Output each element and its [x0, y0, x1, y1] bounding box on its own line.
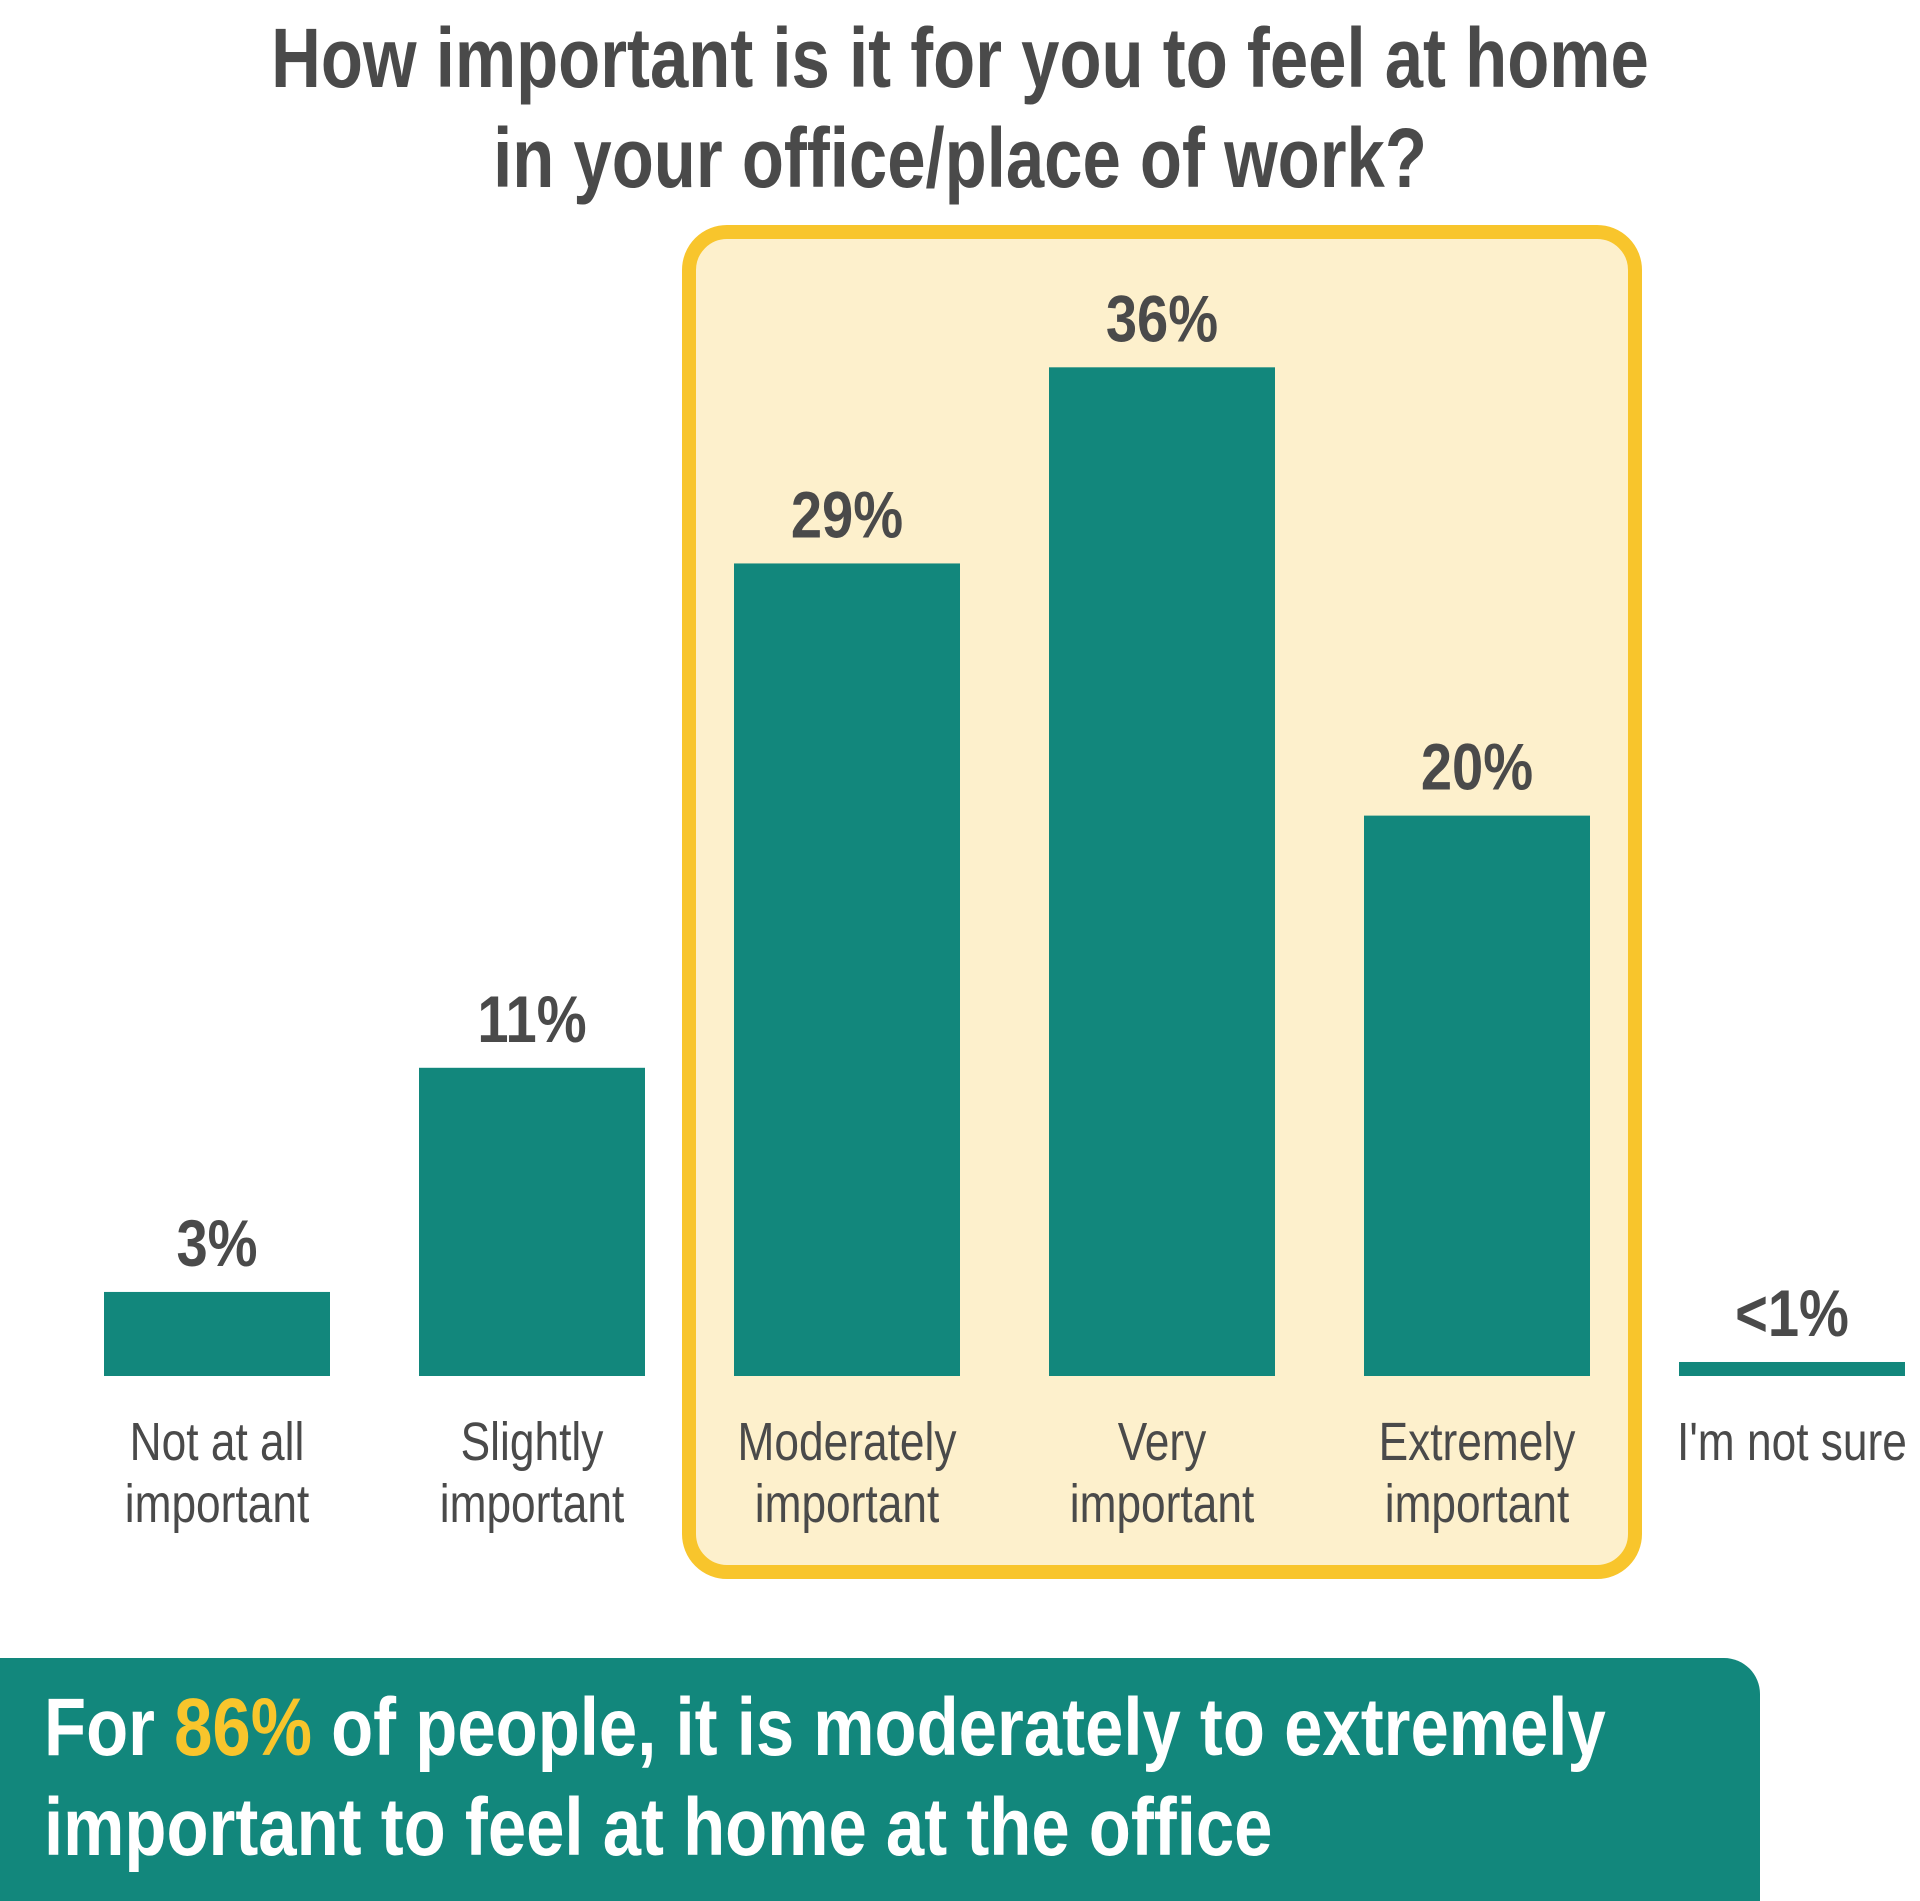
summary-line1-rest: of people, it is moderately to extremely [311, 1682, 1606, 1773]
bar-chart: 3%Not at allimportant11%Slightlyimportan… [104, 225, 1907, 1579]
summary-text: For 86% of people, it is moderately to e… [44, 1678, 1640, 1878]
category-label-3-line-1: important [1070, 1474, 1255, 1534]
category-label-4-line-0: Extremely [1379, 1412, 1576, 1472]
value-label-2: 29% [791, 478, 903, 551]
summary-banner: For 86% of people, it is moderately to e… [0, 1658, 1760, 1901]
category-label-4-line-1: important [1385, 1474, 1570, 1534]
bar-5 [1679, 1361, 1905, 1376]
summary-highlight: 86% [174, 1682, 312, 1773]
category-label-0-line-1: important [125, 1474, 310, 1534]
bar-2 [734, 563, 960, 1376]
value-label-5: <1% [1735, 1277, 1849, 1350]
category-label-2-line-0: Moderately [738, 1412, 957, 1472]
value-label-3: 36% [1106, 282, 1218, 355]
value-label-1: 11% [477, 983, 586, 1056]
chart-title-line-1: How important is it for you to feel at h… [271, 11, 1649, 105]
value-label-0: 3% [176, 1207, 257, 1280]
bar-4 [1364, 815, 1590, 1376]
category-label-0-line-0: Not at all [130, 1412, 305, 1472]
category-label-3-line-0: Very [1118, 1412, 1207, 1472]
summary-line2: important to feel at home at the office [44, 1782, 1273, 1873]
bar-3 [1049, 367, 1275, 1376]
category-label-1-line-0: Slightly [461, 1412, 604, 1472]
bar-1 [419, 1067, 645, 1376]
category-label-5-line-0: I'm not sure [1677, 1412, 1907, 1472]
bar-0 [104, 1291, 330, 1376]
value-label-4: 20% [1421, 730, 1533, 803]
chart-title: How important is it for you to feel at h… [173, 8, 1747, 208]
category-label-2-line-1: important [755, 1474, 940, 1534]
chart-title-line-2: in your office/place of work? [493, 111, 1427, 205]
summary-prefix: For [44, 1682, 175, 1773]
category-label-1-line-1: important [440, 1474, 625, 1534]
